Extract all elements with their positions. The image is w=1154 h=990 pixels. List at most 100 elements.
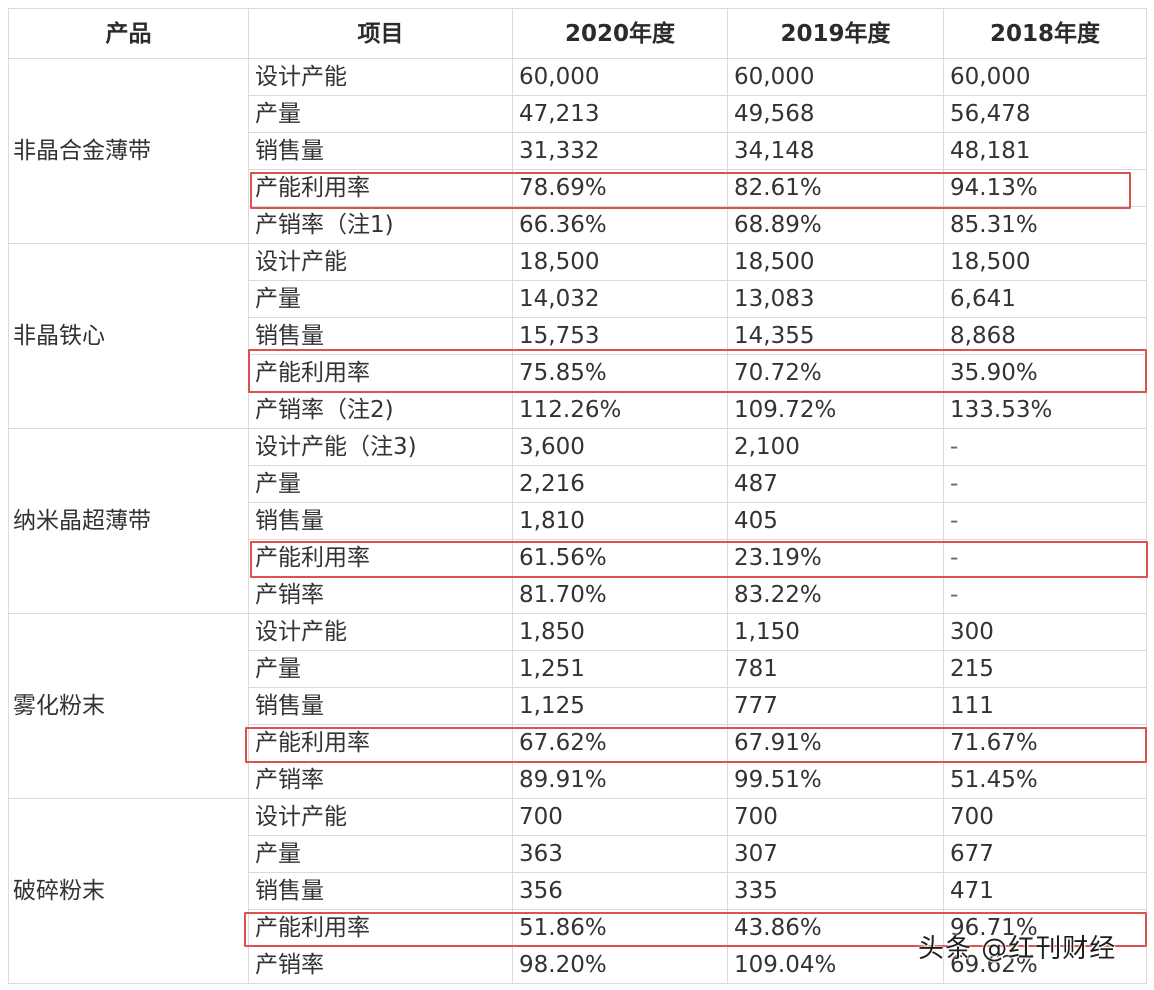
table-row: 产量 2,216 487- xyxy=(9,465,1147,503)
value-2019-cell: 18,500 xyxy=(727,243,944,281)
value-2020-cell: 31,332 xyxy=(512,132,728,170)
item-cell: 销售量 xyxy=(248,687,513,725)
item-cell: 销售量 xyxy=(248,502,513,540)
value-2019-cell: 109.04% xyxy=(727,946,944,984)
value-2020-cell: 78.69% xyxy=(512,169,728,207)
value-2020-cell: 47,213 xyxy=(512,95,728,133)
value-2018-cell: - xyxy=(943,428,1147,466)
value-2020-cell: 1,850 xyxy=(512,613,728,651)
value-2018-cell: 6,641 xyxy=(943,280,1147,318)
header-2019: 2019年度 xyxy=(727,8,944,59)
capacity-table: 产品 项目 2020年度 2019年度 2018年度 非晶合金薄带 设计产能 60,… xyxy=(8,8,1147,984)
value-2019-cell: 67.91% xyxy=(727,724,944,762)
item-cell: 产量 xyxy=(248,650,513,688)
table-row: 产能利用率 51.86% 43.86% 96.71% xyxy=(9,909,1147,947)
value-2019-cell: 109.72% xyxy=(727,391,944,429)
value-2020-cell: 363 xyxy=(512,835,728,873)
value-2019-cell: 60,000 xyxy=(727,58,944,96)
item-cell: 设计产能 xyxy=(248,58,513,96)
value-2020-cell: 3,600 xyxy=(512,428,728,466)
value-2018-cell: 18,500 xyxy=(943,243,1147,281)
value-2018-cell: 51.45% xyxy=(943,761,1147,799)
value-2018-cell: 300 xyxy=(943,613,1147,651)
value-2019-cell: 335 xyxy=(727,872,944,910)
value-2019-cell: 43.86% xyxy=(727,909,944,947)
value-2018-cell: 471 xyxy=(943,872,1147,910)
item-cell: 产量 xyxy=(248,835,513,873)
value-2018-cell: 94.13% xyxy=(943,169,1147,207)
value-2018-cell: 215 xyxy=(943,650,1147,688)
table-row: 产能利用率 75.85% 70.72% 35.90% xyxy=(9,354,1147,392)
value-2019-cell: 781 xyxy=(727,650,944,688)
value-2019-cell: 14,355 xyxy=(727,317,944,355)
value-2019-cell: 99.51% xyxy=(727,761,944,799)
value-2018-cell: 133.53% xyxy=(943,391,1147,429)
table-row: 纳米晶超薄带 设计产能（注3) 3,600 2,100- xyxy=(8,428,1147,614)
table-row: 破碎粉末 设计产能 700 700 700 xyxy=(8,798,1147,984)
product-cell: 非晶铁心 xyxy=(8,243,249,429)
value-2020-cell: 1,810 xyxy=(512,502,728,540)
table-row: 产销率 98.20% 109.04% 69.62% xyxy=(9,946,1147,984)
watermark: 头条 @红刊财经 xyxy=(918,934,1117,964)
value-2019-cell: 1,150 xyxy=(727,613,944,651)
table-row: 非晶铁心 设计产能 18,500 18,500 18,500 xyxy=(8,243,1147,429)
value-2019-cell: 700 xyxy=(727,798,944,836)
value-2020-cell: 61.56% xyxy=(512,539,728,577)
value-2019-cell: 70.72% xyxy=(727,354,944,392)
table-row: 产能利用率 78.69% 82.61% 94.13% xyxy=(9,169,1147,207)
item-cell: 产能利用率 xyxy=(248,539,513,577)
value-2019-cell: 49,568 xyxy=(727,95,944,133)
table-row: 产能利用率 61.56% 23.19% - xyxy=(9,539,1147,577)
table-row: 产量 14,032 13,083 6,641 xyxy=(9,280,1147,318)
header-2020: 2020年度 xyxy=(512,8,728,59)
item-cell: 销售量 xyxy=(248,317,513,355)
item-cell: 销售量 xyxy=(248,872,513,910)
value-2018-cell: 48,181 xyxy=(943,132,1147,170)
product-cell: 破碎粉末 xyxy=(8,798,249,984)
value-2020-cell: 356 xyxy=(512,872,728,910)
value-2018-cell: - xyxy=(943,465,1147,503)
value-2020-cell: 98.20% xyxy=(512,946,728,984)
value-2019-cell: 68.89% xyxy=(727,206,944,244)
item-cell: 产能利用率 xyxy=(248,724,513,762)
value-2018-cell: 35.90% xyxy=(943,354,1147,392)
value-2020-cell: 66.36% xyxy=(512,206,728,244)
value-2020-cell: 81.70% xyxy=(512,576,728,614)
value-2019-cell: 13,083 xyxy=(727,280,944,318)
item-cell: 设计产能 xyxy=(248,798,513,836)
item-cell: 产销率（注2) xyxy=(248,391,513,429)
item-cell: 产能利用率 xyxy=(248,909,513,947)
value-2018-cell: 111 xyxy=(943,687,1147,725)
value-2020-cell: 700 xyxy=(512,798,728,836)
value-2018-cell: 85.31% xyxy=(943,206,1147,244)
product-cell: 雾化粉末 xyxy=(8,613,249,799)
value-2019-cell: 23.19% xyxy=(727,539,944,577)
item-cell: 产能利用率 xyxy=(248,354,513,392)
value-2018-cell: 60,000 xyxy=(943,58,1147,96)
value-2019-cell: 405 xyxy=(727,502,944,540)
value-2018-cell: 56,478 xyxy=(943,95,1147,133)
header-product: 产品 xyxy=(8,8,249,59)
table-row: 产量 1,251 781 215 xyxy=(9,650,1147,688)
item-cell: 产销率（注1) xyxy=(248,206,513,244)
value-2020-cell: 14,032 xyxy=(512,280,728,318)
item-cell: 产量 xyxy=(248,280,513,318)
value-2020-cell: 60,000 xyxy=(512,58,728,96)
value-2020-cell: 67.62% xyxy=(512,724,728,762)
header-row: 产品 项目 2020年度 2019年度 2018年度 xyxy=(8,8,1147,59)
table-row: 销售量 1,125 777 111 xyxy=(9,687,1147,725)
value-2020-cell: 15,753 xyxy=(512,317,728,355)
table-row: 雾化粉末 设计产能 1,850 1,150 300 xyxy=(8,613,1147,799)
item-cell: 设计产能 xyxy=(248,613,513,651)
value-2020-cell: 112.26% xyxy=(512,391,728,429)
value-2020-cell: 75.85% xyxy=(512,354,728,392)
value-2018-cell: 71.67% xyxy=(943,724,1147,762)
item-cell: 产销率 xyxy=(248,761,513,799)
product-cell: 非晶合金薄带 xyxy=(8,58,249,244)
value-2020-cell: 1,125 xyxy=(512,687,728,725)
item-cell: 产量 xyxy=(248,95,513,133)
value-2019-cell: 83.22% xyxy=(727,576,944,614)
item-cell: 产销率 xyxy=(248,946,513,984)
value-2019-cell: 777 xyxy=(727,687,944,725)
table-row: 产销率（注1) 66.36% 68.89% 85.31% xyxy=(9,206,1147,244)
